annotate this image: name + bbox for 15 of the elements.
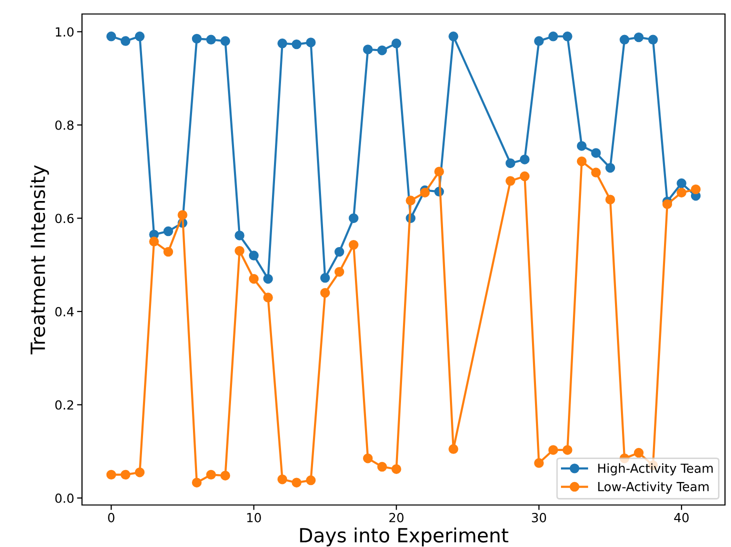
- x-axis-title: Days into Experiment: [300, 528, 508, 546]
- y-axis-title: Treatment Intensity: [30, 165, 49, 354]
- x-tick-label: 40: [674, 512, 689, 522]
- x-tick-label: 20: [389, 512, 404, 522]
- x-tick-label: 30: [532, 512, 546, 522]
- legend-label: Low-Activity Team: [598, 482, 709, 494]
- y-tick-label: 0.0: [55, 493, 74, 503]
- y-tick-label: 0.8: [55, 120, 74, 130]
- y-tick-label: 1.0: [56, 27, 74, 37]
- y-tick-label: 0.6: [55, 214, 74, 224]
- x-tick-label: 10: [247, 512, 261, 522]
- y-tick-label: 0.4: [55, 306, 74, 316]
- x-tick-label: 0: [108, 512, 114, 522]
- y-tick-label: 0.2: [55, 400, 74, 410]
- legend-label: High-Activity Team: [598, 463, 713, 476]
